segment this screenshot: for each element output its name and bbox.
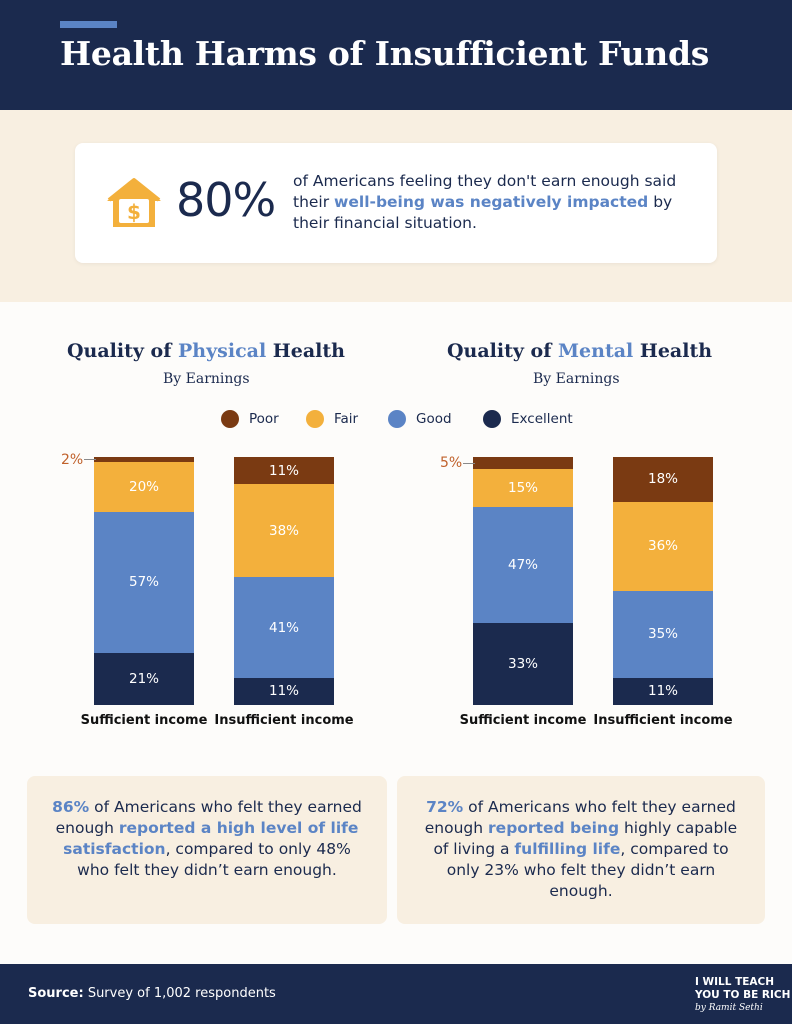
footer: Source: Survey of 1,002 respondents I WI… (0, 964, 792, 1024)
legend-swatch-good (388, 410, 406, 428)
legend-label-good: Good (416, 411, 452, 427)
header-accent-bar (60, 21, 117, 28)
stat-value: 80% (176, 173, 276, 227)
bar-segment-excellent: 33% (473, 623, 573, 705)
bar-segment-fair: 38% (234, 484, 334, 578)
legend-poor: Poor (221, 410, 279, 428)
stat-text: of Americans feeling they don't earn eno… (293, 172, 677, 232)
physical-callout-leader (84, 459, 96, 460)
category-label-mental-insufficient: Insufficient income (593, 713, 733, 728)
mental-chart-title: Quality of Mental Health (447, 340, 713, 362)
bar-value-label: 20% (128, 478, 159, 495)
bar-segment-excellent: 21% (94, 652, 194, 705)
legend-label-fair: Fair (334, 411, 359, 427)
bar-segment-poor: 18% (613, 457, 713, 502)
bar-segment-good: 35% (613, 590, 713, 678)
bar-mental-sufficient: 15% 47% 33% (473, 457, 573, 705)
source-note: Source: Survey of 1,002 respondents (28, 986, 276, 1001)
header: Health Harms of Insufficient Funds (0, 0, 792, 110)
bar-segment-poor: 11% (234, 457, 334, 484)
mental-callout-leader (463, 463, 475, 464)
bar-segment-fair: 36% (613, 501, 713, 591)
category-label-mental-sufficient: Sufficient income (459, 713, 587, 728)
bar-value-label: 57% (128, 574, 159, 591)
bar-value-label: 35% (647, 626, 678, 643)
legend-swatch-poor (221, 410, 239, 428)
bar-value-label: 11% (268, 683, 299, 700)
bar-value-label: 21% (128, 670, 159, 687)
bar-value-label: 18% (647, 471, 678, 488)
physical-poor-callout: 2% (61, 452, 84, 468)
category-label-physical-insufficient: Insufficient income (214, 713, 354, 728)
bar-segment-excellent: 11% (613, 677, 713, 705)
bar-value-label: 36% (647, 538, 678, 555)
bar-value-label: 47% (507, 556, 538, 573)
bar-segment-good: 57% (94, 511, 194, 653)
bar-segment-fair: 15% (473, 469, 573, 507)
bar-segment-poor (94, 457, 194, 462)
physical-chart-title: Quality of Physical Health (67, 340, 345, 362)
physical-chart-subtitle: By Earnings (163, 371, 250, 387)
brand-logo: I WILL TEACH YOU TO BE RICH by Ramit Sethi (695, 976, 791, 1013)
note-left-text: 86% of Americans who felt they earned en… (52, 798, 362, 879)
mental-chart-subtitle: By Earnings (533, 371, 620, 387)
bar-value-label: 11% (268, 462, 299, 479)
bar-value-label: 11% (647, 683, 678, 700)
bar-segment-poor (473, 457, 573, 470)
note-right-text: 72% of Americans who felt they earned en… (424, 798, 738, 900)
note-life-satisfaction: 86% of Americans who felt they earned en… (27, 776, 387, 924)
category-label-physical-sufficient: Sufficient income (80, 713, 208, 728)
legend-label-poor: Poor (249, 411, 279, 427)
stat-card: $ 80% of Americans feeling they don't ea… (75, 143, 717, 263)
bar-value-label: 38% (268, 522, 299, 539)
bar-mental-insufficient: 18% 36% 35% 11% (613, 457, 713, 705)
bar-value-label: 15% (507, 479, 538, 496)
mental-poor-callout: 5% (440, 455, 463, 471)
bar-value-label: 33% (507, 656, 538, 673)
bar-segment-excellent: 11% (234, 677, 334, 705)
legend-swatch-excellent (483, 410, 501, 428)
legend-good: Good (388, 410, 452, 428)
legend-label-excellent: Excellent (511, 411, 573, 427)
legend-swatch-fair (306, 410, 324, 428)
legend-excellent: Excellent (483, 410, 573, 428)
bar-segment-fair: 20% (94, 461, 194, 512)
legend-fair: Fair (306, 410, 358, 428)
note-fulfilling-life: 72% of Americans who felt they earned en… (397, 776, 765, 924)
bar-physical-sufficient: 20% 57% 21% (94, 457, 194, 705)
bar-value-label: 41% (268, 619, 299, 636)
bar-segment-good: 47% (473, 506, 573, 624)
bar-segment-good: 41% (234, 577, 334, 678)
house-dollar-icon: $ (107, 178, 161, 227)
bar-physical-insufficient: 11% 38% 41% 11% (234, 457, 334, 705)
page-title: Health Harms of Insufficient Funds (60, 34, 710, 73)
svg-text:$: $ (127, 200, 141, 224)
